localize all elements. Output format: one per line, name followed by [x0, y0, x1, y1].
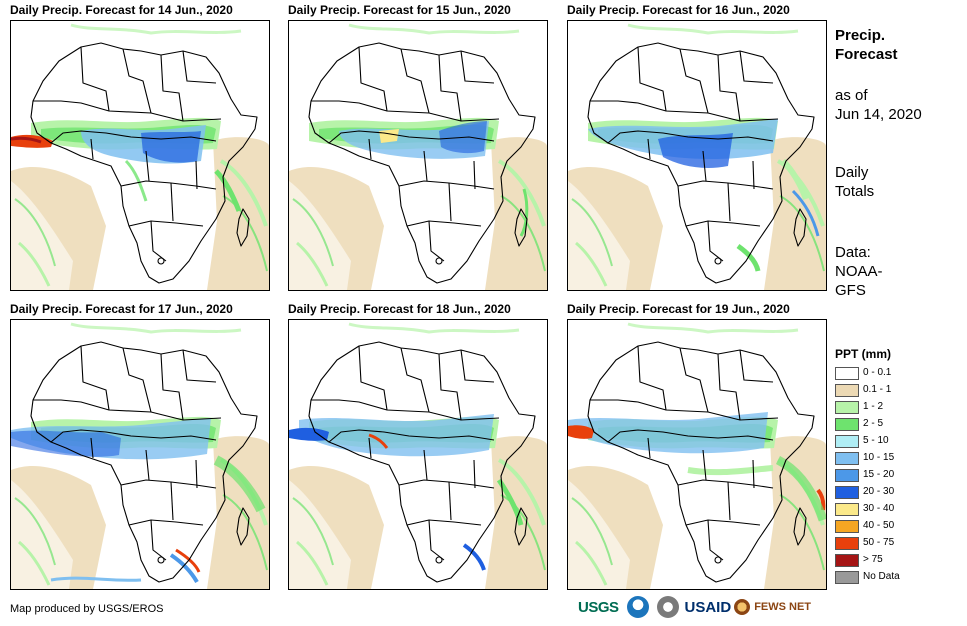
legend-swatch	[835, 418, 859, 431]
legend-label: 0 - 0.1	[863, 367, 892, 378]
legend-swatch	[835, 554, 859, 567]
legend-swatch	[835, 401, 859, 414]
fews-net-icon	[734, 599, 751, 615]
totals-line1: Daily	[835, 164, 869, 181]
africa-map-graphic	[11, 320, 269, 589]
agency-seal-icon	[656, 596, 679, 618]
fews-net-logo: FEWS NET	[754, 601, 812, 613]
panel-title: Daily Precip. Forecast for 17 Jun., 2020	[10, 302, 233, 316]
legend-label: 0.1 - 1	[863, 384, 892, 395]
forecast-heading-line1: Precip.	[835, 27, 886, 44]
panel-title: Daily Precip. Forecast for 19 Jun., 2020	[567, 302, 790, 316]
africa-map-graphic	[568, 21, 826, 290]
totals-line2: Totals	[835, 183, 875, 200]
africa-map-graphic	[289, 21, 547, 290]
data-source-line2: NOAA-	[835, 263, 883, 280]
africa-map-graphic	[568, 320, 826, 589]
legend-title: PPT (mm)	[835, 347, 892, 361]
legend-label: 10 - 15	[863, 452, 895, 463]
legend-label: 15 - 20	[863, 469, 895, 480]
data-source-line3: GFS	[835, 282, 866, 299]
legend-label: 1 - 2	[863, 401, 884, 412]
legend-label: 20 - 30	[863, 486, 895, 497]
legend-label: > 75	[863, 554, 883, 565]
legend-label: 5 - 10	[863, 435, 889, 446]
africa-map-graphic	[11, 21, 269, 290]
legend-swatch	[835, 367, 859, 380]
legend-swatch	[835, 452, 859, 465]
panel-title: Daily Precip. Forecast for 14 Jun., 2020	[10, 3, 233, 17]
precip-map[interactable]	[10, 20, 270, 291]
legend-swatch	[835, 503, 859, 516]
legend-swatch	[835, 520, 859, 533]
forecast-heading-line2: Forecast	[835, 46, 898, 63]
logo-strip: USGS USAID FEWS NET	[578, 594, 811, 620]
as-of-label: as of	[835, 87, 868, 104]
data-source-label: Data:	[835, 244, 871, 261]
legend-swatch	[835, 435, 859, 448]
legend-label: No Data	[863, 571, 900, 582]
legend-swatch	[835, 384, 859, 397]
legend-label: 30 - 40	[863, 503, 895, 514]
panel-title: Daily Precip. Forecast for 15 Jun., 2020	[288, 3, 511, 17]
precip-map[interactable]	[567, 319, 827, 590]
usgs-logo: USGS	[578, 598, 619, 616]
usaid-logo: USAID	[684, 598, 732, 616]
precip-map[interactable]	[10, 319, 270, 590]
precip-map[interactable]	[567, 20, 827, 291]
legend-label: 40 - 50	[863, 520, 895, 531]
panel-title: Daily Precip. Forecast for 16 Jun., 2020	[567, 3, 790, 17]
legend-swatch	[835, 469, 859, 482]
africa-map-graphic	[289, 320, 547, 589]
precip-map[interactable]	[288, 319, 548, 590]
legend-swatch	[835, 571, 859, 584]
legend-label: 2 - 5	[863, 418, 884, 429]
legend-swatch	[835, 486, 859, 499]
panel-title: Daily Precip. Forecast for 18 Jun., 2020	[288, 302, 511, 316]
as-of-date: Jun 14, 2020	[835, 106, 922, 123]
legend-swatch	[835, 537, 859, 550]
precip-map[interactable]	[288, 20, 548, 291]
noaa-logo-icon	[626, 596, 649, 618]
legend-label: 50 - 75	[863, 537, 895, 548]
map-credit: Map produced by USGS/EROS	[10, 603, 164, 615]
